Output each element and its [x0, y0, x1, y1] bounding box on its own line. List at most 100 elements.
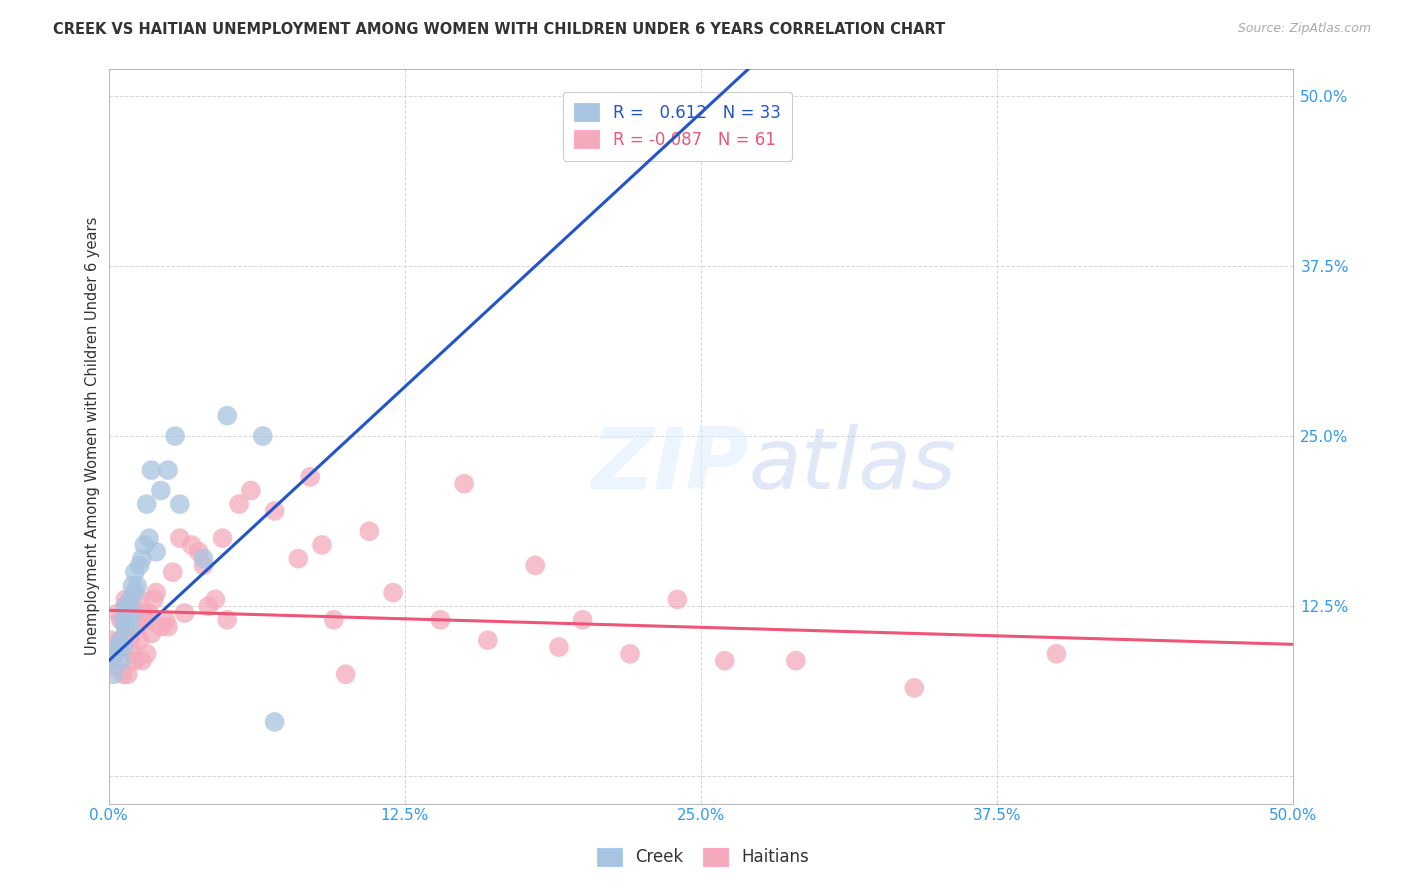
Point — [149, 483, 172, 498]
Point — [138, 606, 160, 620]
Point — [114, 599, 136, 614]
Point — [117, 667, 139, 681]
Point — [252, 429, 274, 443]
Point — [217, 613, 239, 627]
Point — [903, 681, 925, 695]
Point — [156, 620, 179, 634]
Point — [165, 429, 187, 443]
Point — [135, 647, 157, 661]
Point — [169, 531, 191, 545]
Point — [117, 599, 139, 614]
Point — [145, 545, 167, 559]
Point — [142, 592, 165, 607]
Point — [524, 558, 547, 573]
Point — [114, 626, 136, 640]
Point — [141, 463, 163, 477]
Point — [453, 476, 475, 491]
Point — [141, 626, 163, 640]
Point — [263, 504, 285, 518]
Point — [619, 647, 641, 661]
Point — [217, 409, 239, 423]
Point — [131, 551, 153, 566]
Point — [114, 620, 136, 634]
Point — [104, 647, 127, 661]
Point — [120, 592, 142, 607]
Point — [211, 531, 233, 545]
Point — [155, 613, 177, 627]
Point — [121, 606, 143, 620]
Point — [134, 606, 156, 620]
Point — [180, 538, 202, 552]
Point — [263, 714, 285, 729]
Point — [110, 654, 132, 668]
Point — [548, 640, 571, 654]
Text: CREEK VS HAITIAN UNEMPLOYMENT AMONG WOMEN WITH CHILDREN UNDER 6 YEARS CORRELATIO: CREEK VS HAITIAN UNEMPLOYMENT AMONG WOME… — [53, 22, 946, 37]
Point — [138, 531, 160, 545]
Point — [121, 647, 143, 661]
Point — [127, 620, 149, 634]
Point — [299, 470, 322, 484]
Text: atlas: atlas — [748, 424, 956, 507]
Point — [311, 538, 333, 552]
Point — [322, 613, 344, 627]
Point — [127, 579, 149, 593]
Point — [156, 463, 179, 477]
Text: ZIP: ZIP — [591, 424, 748, 507]
Point — [197, 599, 219, 614]
Point — [107, 606, 129, 620]
Point — [120, 620, 142, 634]
Point — [103, 667, 125, 681]
Point — [121, 579, 143, 593]
Point — [193, 558, 215, 573]
Point — [1045, 647, 1067, 661]
Point — [713, 654, 735, 668]
Point — [128, 633, 150, 648]
Point — [477, 633, 499, 648]
Point — [124, 585, 146, 599]
Point — [110, 633, 132, 648]
Y-axis label: Unemployment Among Women with Children Under 6 years: Unemployment Among Women with Children U… — [86, 217, 100, 656]
Point — [103, 647, 125, 661]
Point — [134, 538, 156, 552]
Point — [204, 592, 226, 607]
Point — [124, 654, 146, 668]
Point — [187, 545, 209, 559]
Point — [100, 654, 122, 668]
Point — [335, 667, 357, 681]
Point — [100, 633, 122, 648]
Point — [169, 497, 191, 511]
Point — [228, 497, 250, 511]
Point — [111, 640, 134, 654]
Point — [104, 660, 127, 674]
Point — [135, 613, 157, 627]
Point — [145, 585, 167, 599]
Point — [124, 565, 146, 579]
Legend: R =   0.612   N = 33, R = -0.087   N = 61: R = 0.612 N = 33, R = -0.087 N = 61 — [562, 92, 792, 161]
Point — [110, 613, 132, 627]
Point — [121, 599, 143, 614]
Point — [287, 551, 309, 566]
Text: Source: ZipAtlas.com: Source: ZipAtlas.com — [1237, 22, 1371, 36]
Point — [117, 606, 139, 620]
Point — [128, 592, 150, 607]
Point — [666, 592, 689, 607]
Point — [128, 558, 150, 573]
Point — [571, 613, 593, 627]
Point — [107, 640, 129, 654]
Point — [111, 613, 134, 627]
Point — [120, 633, 142, 648]
Point — [131, 654, 153, 668]
Point — [382, 585, 405, 599]
Legend: Creek, Haitians: Creek, Haitians — [591, 841, 815, 873]
Point — [359, 524, 381, 539]
Point — [239, 483, 262, 498]
Point — [149, 620, 172, 634]
Point — [429, 613, 451, 627]
Point — [173, 606, 195, 620]
Point — [162, 565, 184, 579]
Point — [110, 633, 132, 648]
Point — [114, 592, 136, 607]
Point — [135, 497, 157, 511]
Point — [785, 654, 807, 668]
Point — [111, 667, 134, 681]
